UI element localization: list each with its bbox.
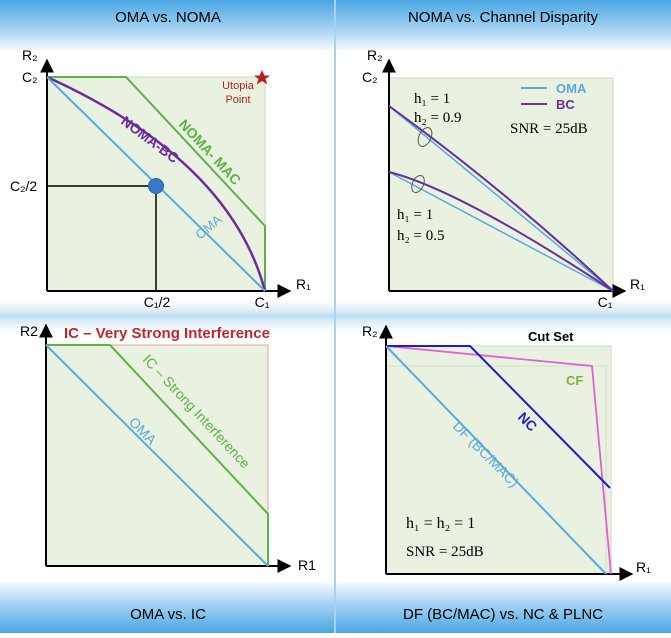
cut-set-label: Cut Set	[528, 329, 574, 344]
case2-ellipse	[411, 175, 425, 193]
case1-h1: h₁ = 1	[414, 91, 450, 107]
panel-oma-vs-noma: Utopia Point R₂ C₂ C₂/2 C₁/2 C₁ R₁ NOMA-…	[10, 47, 311, 310]
very-strong-label: IC – Very Strong Interference	[64, 325, 270, 342]
bc-curve-h05	[388, 171, 614, 292]
title-top-left: OMA vs. NOMA	[115, 9, 221, 26]
cf-boundary	[385, 345, 612, 575]
x-tick-c1-half: C₁/2	[144, 294, 171, 310]
utopia-star-icon	[254, 70, 270, 85]
cf-label: CF	[566, 373, 583, 388]
legend-bc-label: BC	[556, 97, 575, 112]
bc-curve-h09	[388, 105, 614, 292]
y-axis-label: R₂	[22, 47, 38, 63]
nc-boundary	[386, 345, 611, 489]
x-tick-c1: C₁	[598, 294, 613, 310]
x-axis-label: R1	[298, 557, 316, 573]
utopia-label-line2: Point	[225, 94, 250, 106]
case1-h2: h₂ = 0.9	[414, 110, 461, 126]
snr-label: SNR = 25dB	[510, 121, 588, 137]
title-top-right: NOMA vs. Channel Disparity	[408, 9, 599, 26]
title-bottom-right: DF (BC/MAC) vs. NC & PLNC	[403, 606, 603, 623]
snr-label: SNR = 25dB	[406, 544, 484, 560]
ic-strong-boundary	[46, 344, 269, 566]
equal-gain-label: h₁ = h₂ = 1	[406, 515, 475, 532]
operating-point-marker	[148, 178, 164, 194]
oma-line-h05	[388, 171, 614, 292]
x-axis-label: R₁	[296, 276, 311, 292]
panel-channel-disparity: OMA BC SNR = 25dB h₁ = 1 h₂ = 0.9 h₁ = 1…	[362, 47, 645, 310]
case1-ellipse	[417, 127, 433, 147]
x-axis-label: R₁	[636, 559, 651, 575]
y-tick-c2: C₂	[362, 69, 378, 85]
panel-oma-vs-ic: IC – Very Strong Interference IC – Stron…	[20, 323, 316, 573]
y-tick-c2-half: C₂/2	[10, 178, 37, 194]
oma-line	[45, 344, 269, 567]
df-line	[385, 345, 607, 575]
noma-bc-curve	[46, 75, 267, 292]
x-axis-label: R₁	[630, 276, 645, 292]
x-tick-c1: C₁	[255, 294, 270, 310]
y-axis-label: R2	[20, 323, 38, 339]
case2-h1: h₁ = 1	[397, 207, 433, 223]
utopia-label-line1: Utopia	[222, 80, 255, 92]
y-axis-label: R₂	[367, 47, 383, 63]
case2-h2: h₂ = 0.5	[397, 228, 444, 244]
oma-line-h09	[388, 105, 614, 292]
y-tick-c2: C₂	[22, 69, 38, 85]
noma-mac-curve	[47, 76, 266, 291]
title-bottom-left: OMA vs. IC	[130, 606, 206, 623]
y-axis-label: R₂	[362, 323, 378, 339]
legend-oma-label: OMA	[556, 81, 587, 96]
panel-df-vs-nc: Cut Set CF NC DF (BC/MAC) h₁ = h₂ = 1 SN…	[362, 323, 651, 581]
